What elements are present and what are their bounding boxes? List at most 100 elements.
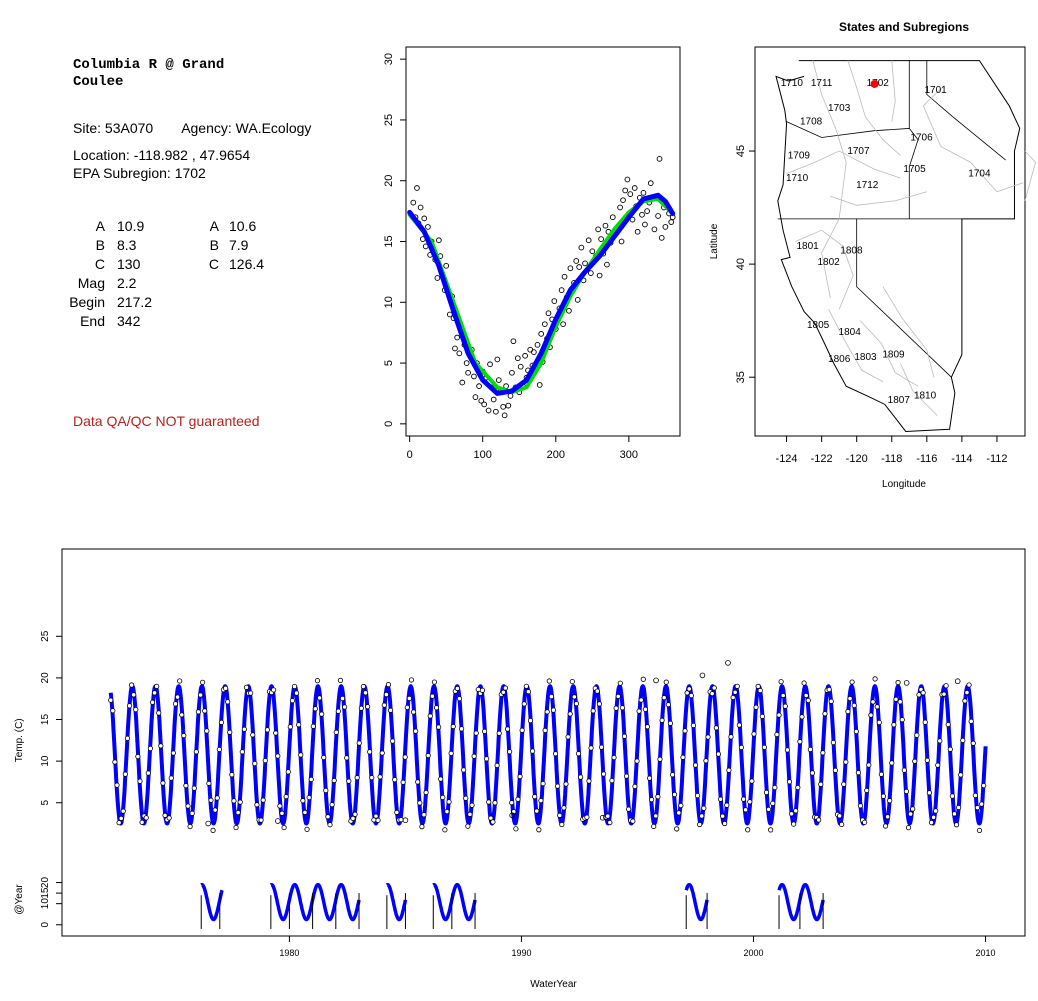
data-point <box>536 382 543 388</box>
y-tick-label: 20 <box>40 672 51 684</box>
observation-point <box>394 809 400 815</box>
observation-point <box>222 685 229 691</box>
observation-point <box>807 746 813 753</box>
observation-point <box>976 827 983 834</box>
x-tick-label: -114 <box>951 453 972 465</box>
data-point <box>640 190 647 196</box>
site-marker <box>870 79 879 88</box>
observation-point <box>212 807 218 813</box>
region-label: 1712 <box>856 180 879 191</box>
observation-point <box>665 702 671 708</box>
y-tick-label: 30 <box>383 53 395 65</box>
observation-point <box>436 724 442 730</box>
observation-point <box>809 770 816 776</box>
data-point <box>561 273 568 280</box>
observation-point <box>521 701 527 707</box>
observation-point <box>734 683 740 689</box>
strip-segment <box>777 882 825 922</box>
region-label: 1705 <box>903 164 926 175</box>
observation-point <box>922 719 928 725</box>
data-point <box>585 237 592 244</box>
observation-point <box>308 776 314 783</box>
observation-point <box>118 815 124 822</box>
x-tick-label: -116 <box>916 453 937 465</box>
outlier-point <box>599 814 606 821</box>
observation-point <box>448 750 454 756</box>
observation-point <box>964 689 970 696</box>
observation-point <box>373 813 379 819</box>
observation-point <box>736 722 742 728</box>
observation-point <box>248 690 254 696</box>
site-title-line-2: Coulee <box>73 74 124 90</box>
observation-point <box>640 676 646 682</box>
observation-point <box>419 824 425 830</box>
observation-point <box>179 712 185 718</box>
observation-point <box>617 680 623 686</box>
observation-point <box>555 783 561 789</box>
observation-point <box>966 682 972 688</box>
observation-point <box>590 708 596 714</box>
observation-point <box>204 728 210 734</box>
observation-point <box>916 692 922 698</box>
strip-y-tick-label: 10 <box>40 898 51 910</box>
observation-point <box>979 801 985 807</box>
parameter-row: Begin 217.2 <box>58 292 289 311</box>
observation-point <box>404 704 410 711</box>
observation-point <box>239 749 245 755</box>
observation-point <box>732 689 738 695</box>
observation-point <box>684 690 690 696</box>
observation-point <box>440 794 446 801</box>
observation-point <box>356 740 362 746</box>
data-point <box>434 275 441 281</box>
observation-point <box>933 808 939 814</box>
observation-point <box>686 686 692 692</box>
observation-point <box>947 746 953 752</box>
observation-point <box>908 811 914 817</box>
observation-point <box>135 753 141 760</box>
data-point <box>534 341 541 348</box>
data-point <box>541 321 548 328</box>
outlier-point <box>275 818 281 824</box>
data-point <box>481 401 488 408</box>
region-label: 1810 <box>914 390 937 401</box>
observation-point <box>490 819 496 825</box>
data-point <box>514 355 521 362</box>
plot-frame <box>405 46 681 437</box>
subregion-boundary <box>882 286 935 378</box>
observation-point <box>507 749 513 755</box>
data-point <box>558 287 565 293</box>
data-point <box>602 222 609 229</box>
observation-point <box>331 777 337 784</box>
data-point <box>425 224 431 230</box>
x-tick-label: -120 <box>846 453 868 465</box>
observation-point <box>882 823 889 829</box>
observation-point <box>945 721 951 728</box>
y-tick-label: 15 <box>383 235 395 247</box>
observation-point <box>425 752 431 759</box>
observation-point <box>488 815 494 821</box>
observation-point <box>502 685 509 691</box>
observation-point <box>920 690 926 696</box>
observation-point <box>243 684 250 690</box>
param-value-alt: 7.9 <box>229 236 249 253</box>
observation-point <box>126 703 133 709</box>
x-tick-label: 2000 <box>743 948 763 958</box>
observation-point <box>427 713 433 719</box>
observation-point <box>974 805 981 811</box>
observation-point <box>417 800 423 806</box>
observation-point <box>183 783 189 789</box>
data-point <box>651 226 658 233</box>
observation-point <box>659 717 665 723</box>
y-tick-label: 20 <box>383 175 395 187</box>
observation-point <box>788 811 795 817</box>
observation-point <box>717 796 724 802</box>
strip-segment <box>432 882 477 922</box>
strip-segment <box>385 882 408 922</box>
observation-point <box>611 754 617 761</box>
observation-point <box>674 826 680 832</box>
observation-point <box>344 755 350 761</box>
observation-point <box>158 743 164 749</box>
observation-point <box>845 708 851 715</box>
data-point <box>639 211 645 218</box>
